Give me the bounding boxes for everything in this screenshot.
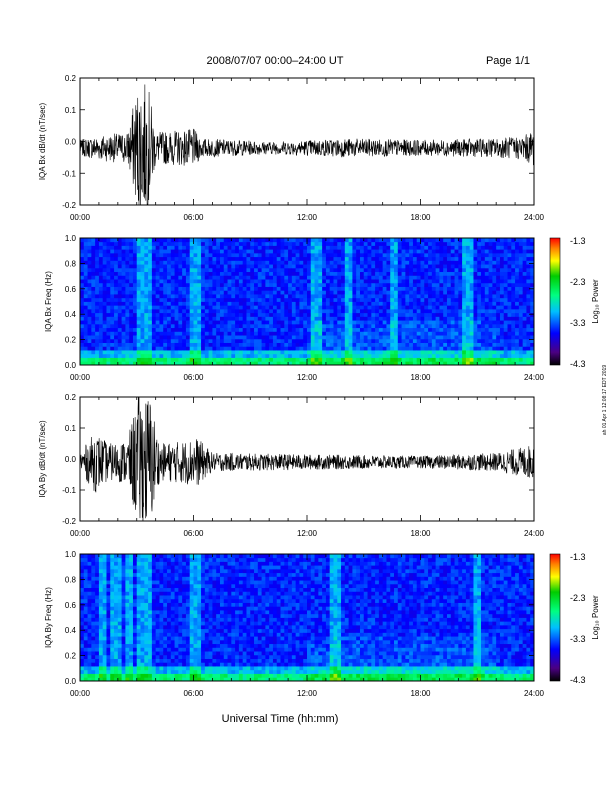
bx-waveform-panel: -0.2 -0.1 0.0 0.1 0.2 00:00 06:00 12:00 18:00 24:… xyxy=(38,74,545,222)
by-waveform-xtick-label: 06:00 xyxy=(183,529,204,538)
bx-spectrogram-ytick-label: 1.0 xyxy=(65,234,77,243)
by-waveform-xtick-label: 12:00 xyxy=(297,529,318,538)
bx-waveform-ylabel: IQA Bx dB/dt (nT/sec) xyxy=(38,102,47,180)
by-waveform-ytick-label: 0.1 xyxy=(65,424,77,433)
by-spectrogram-xtick-label: 06:00 xyxy=(183,689,204,698)
bx-spectrogram-xtick-label: 18:00 xyxy=(410,373,431,382)
colorbar-top-tick-min: -4.3 xyxy=(570,359,586,369)
bx-waveform-ytick-label: 0.1 xyxy=(65,106,77,115)
by-waveform-ytick-label: -0.2 xyxy=(62,517,76,526)
bx-spectrogram-ylabel: IQA Bx Freq (Hz) xyxy=(44,271,53,332)
side-timestamp-note: ah 01 Apr 1 12:08:17 EDT 2019 xyxy=(602,365,608,435)
by-spectrogram-ylabel: IQA By Freq (Hz) xyxy=(44,587,53,648)
colorbar-top: -1.3 -2.3 -3.3 -4.3 Log₁₀ Power xyxy=(550,236,600,369)
by-spectrogram-cells xyxy=(80,554,534,681)
header-date-range: 2008/07/07 00:00–24:00 UT xyxy=(206,55,343,67)
bx-spectrogram-xtick-label: 12:00 xyxy=(297,373,318,382)
header-page-number: Page 1/1 xyxy=(486,55,530,67)
by-spectrogram-ytick-label: 0.0 xyxy=(65,677,77,686)
x-axis-label: Universal Time (hh:mm) xyxy=(222,713,339,725)
bx-waveform-ytick-label: -0.2 xyxy=(62,201,76,210)
by-spectrogram-ytick-label: 0.6 xyxy=(65,601,77,610)
colorbar-top-tick-3: -3.3 xyxy=(570,318,586,328)
bx-waveform-xtick-label: 24:00 xyxy=(524,213,545,222)
by-waveform-xtick-label: 18:00 xyxy=(410,529,431,538)
bx-spectrogram-ytick-label: 0.4 xyxy=(65,310,77,319)
bx-waveform-xtick-label: 00:00 xyxy=(70,213,91,222)
bx-waveform-xtick-label: 06:00 xyxy=(183,213,204,222)
by-waveform-ylabel: IQA By dB/dt (nT/sec) xyxy=(38,420,47,498)
colorbar-top-tick-max: -1.3 xyxy=(570,236,586,246)
by-waveform-ytick-label: 0.2 xyxy=(65,393,77,402)
colorbar-bottom: -1.3 -2.3 -3.3 -4.3 Log₁₀ Power xyxy=(550,552,600,685)
by-spectrogram-xtick-label: 00:00 xyxy=(70,689,91,698)
colorbar-top-label: Log₁₀ Power xyxy=(591,279,600,324)
by-waveform-xtick-label: 00:00 xyxy=(70,529,91,538)
bx-spectrogram-panel: 0.0 0.2 0.4 0.6 0.8 1.0 00:00 06:00 12:00 18:00 24… xyxy=(44,234,545,382)
bx-spectrogram-ytick-label: 0.0 xyxy=(65,361,77,370)
bx-spectrogram-ytick-label: 0.6 xyxy=(65,285,77,294)
colorbar-bottom-tick-3: -3.3 xyxy=(570,634,586,644)
bx-spectrogram-ytick-label: 0.2 xyxy=(65,336,77,345)
colorbar-bottom-tick-max: -1.3 xyxy=(570,552,586,562)
by-spectrogram-panel: 0.0 0.2 0.4 0.6 0.8 1.0 00:00 06:00 12:00 18:00 24… xyxy=(44,550,545,698)
bx-spectrogram-ytick-label: 0.8 xyxy=(65,259,77,268)
colorbar-bottom-tick-2: -2.3 xyxy=(570,593,586,603)
bx-waveform-ytick-label: 0.2 xyxy=(65,74,77,83)
colorbar-bottom-tick-min: -4.3 xyxy=(570,675,586,685)
bx-waveform-ytick-label: -0.1 xyxy=(62,169,76,178)
by-waveform-panel: -0.2 -0.1 0.0 0.1 0.2 00:00 06:00 12:00 18:00 24:… xyxy=(38,393,545,538)
bx-spectrogram-xtick-label: 06:00 xyxy=(183,373,204,382)
by-spectrogram-ytick-label: 0.8 xyxy=(65,575,77,584)
colorbar-top-tick-2: -2.3 xyxy=(570,277,586,287)
by-spectrogram-xtick-label: 12:00 xyxy=(297,689,318,698)
bx-spectrogram-xtick-label: 00:00 xyxy=(70,373,91,382)
by-waveform-ytick-label: 0.0 xyxy=(65,455,77,464)
bx-waveform-xtick-label: 18:00 xyxy=(410,213,431,222)
by-waveform-ytick-label: -0.1 xyxy=(62,486,76,495)
bx-spectrogram-xtick-label: 24:00 xyxy=(524,373,545,382)
by-spectrogram-ytick-label: 0.4 xyxy=(65,626,77,635)
bx-waveform-xtick-label: 12:00 xyxy=(297,213,318,222)
bx-waveform-ytick-label: 0.0 xyxy=(65,138,77,147)
colorbar-bottom-label: Log₁₀ Power xyxy=(591,595,600,640)
by-waveform-xtick-label: 24:00 xyxy=(524,529,545,538)
bx-spectrogram-cells xyxy=(80,238,534,365)
by-spectrogram-ytick-label: 0.2 xyxy=(65,652,77,661)
by-spectrogram-xtick-label: 18:00 xyxy=(410,689,431,698)
by-spectrogram-xtick-label: 24:00 xyxy=(524,689,545,698)
by-spectrogram-ytick-label: 1.0 xyxy=(65,550,77,559)
